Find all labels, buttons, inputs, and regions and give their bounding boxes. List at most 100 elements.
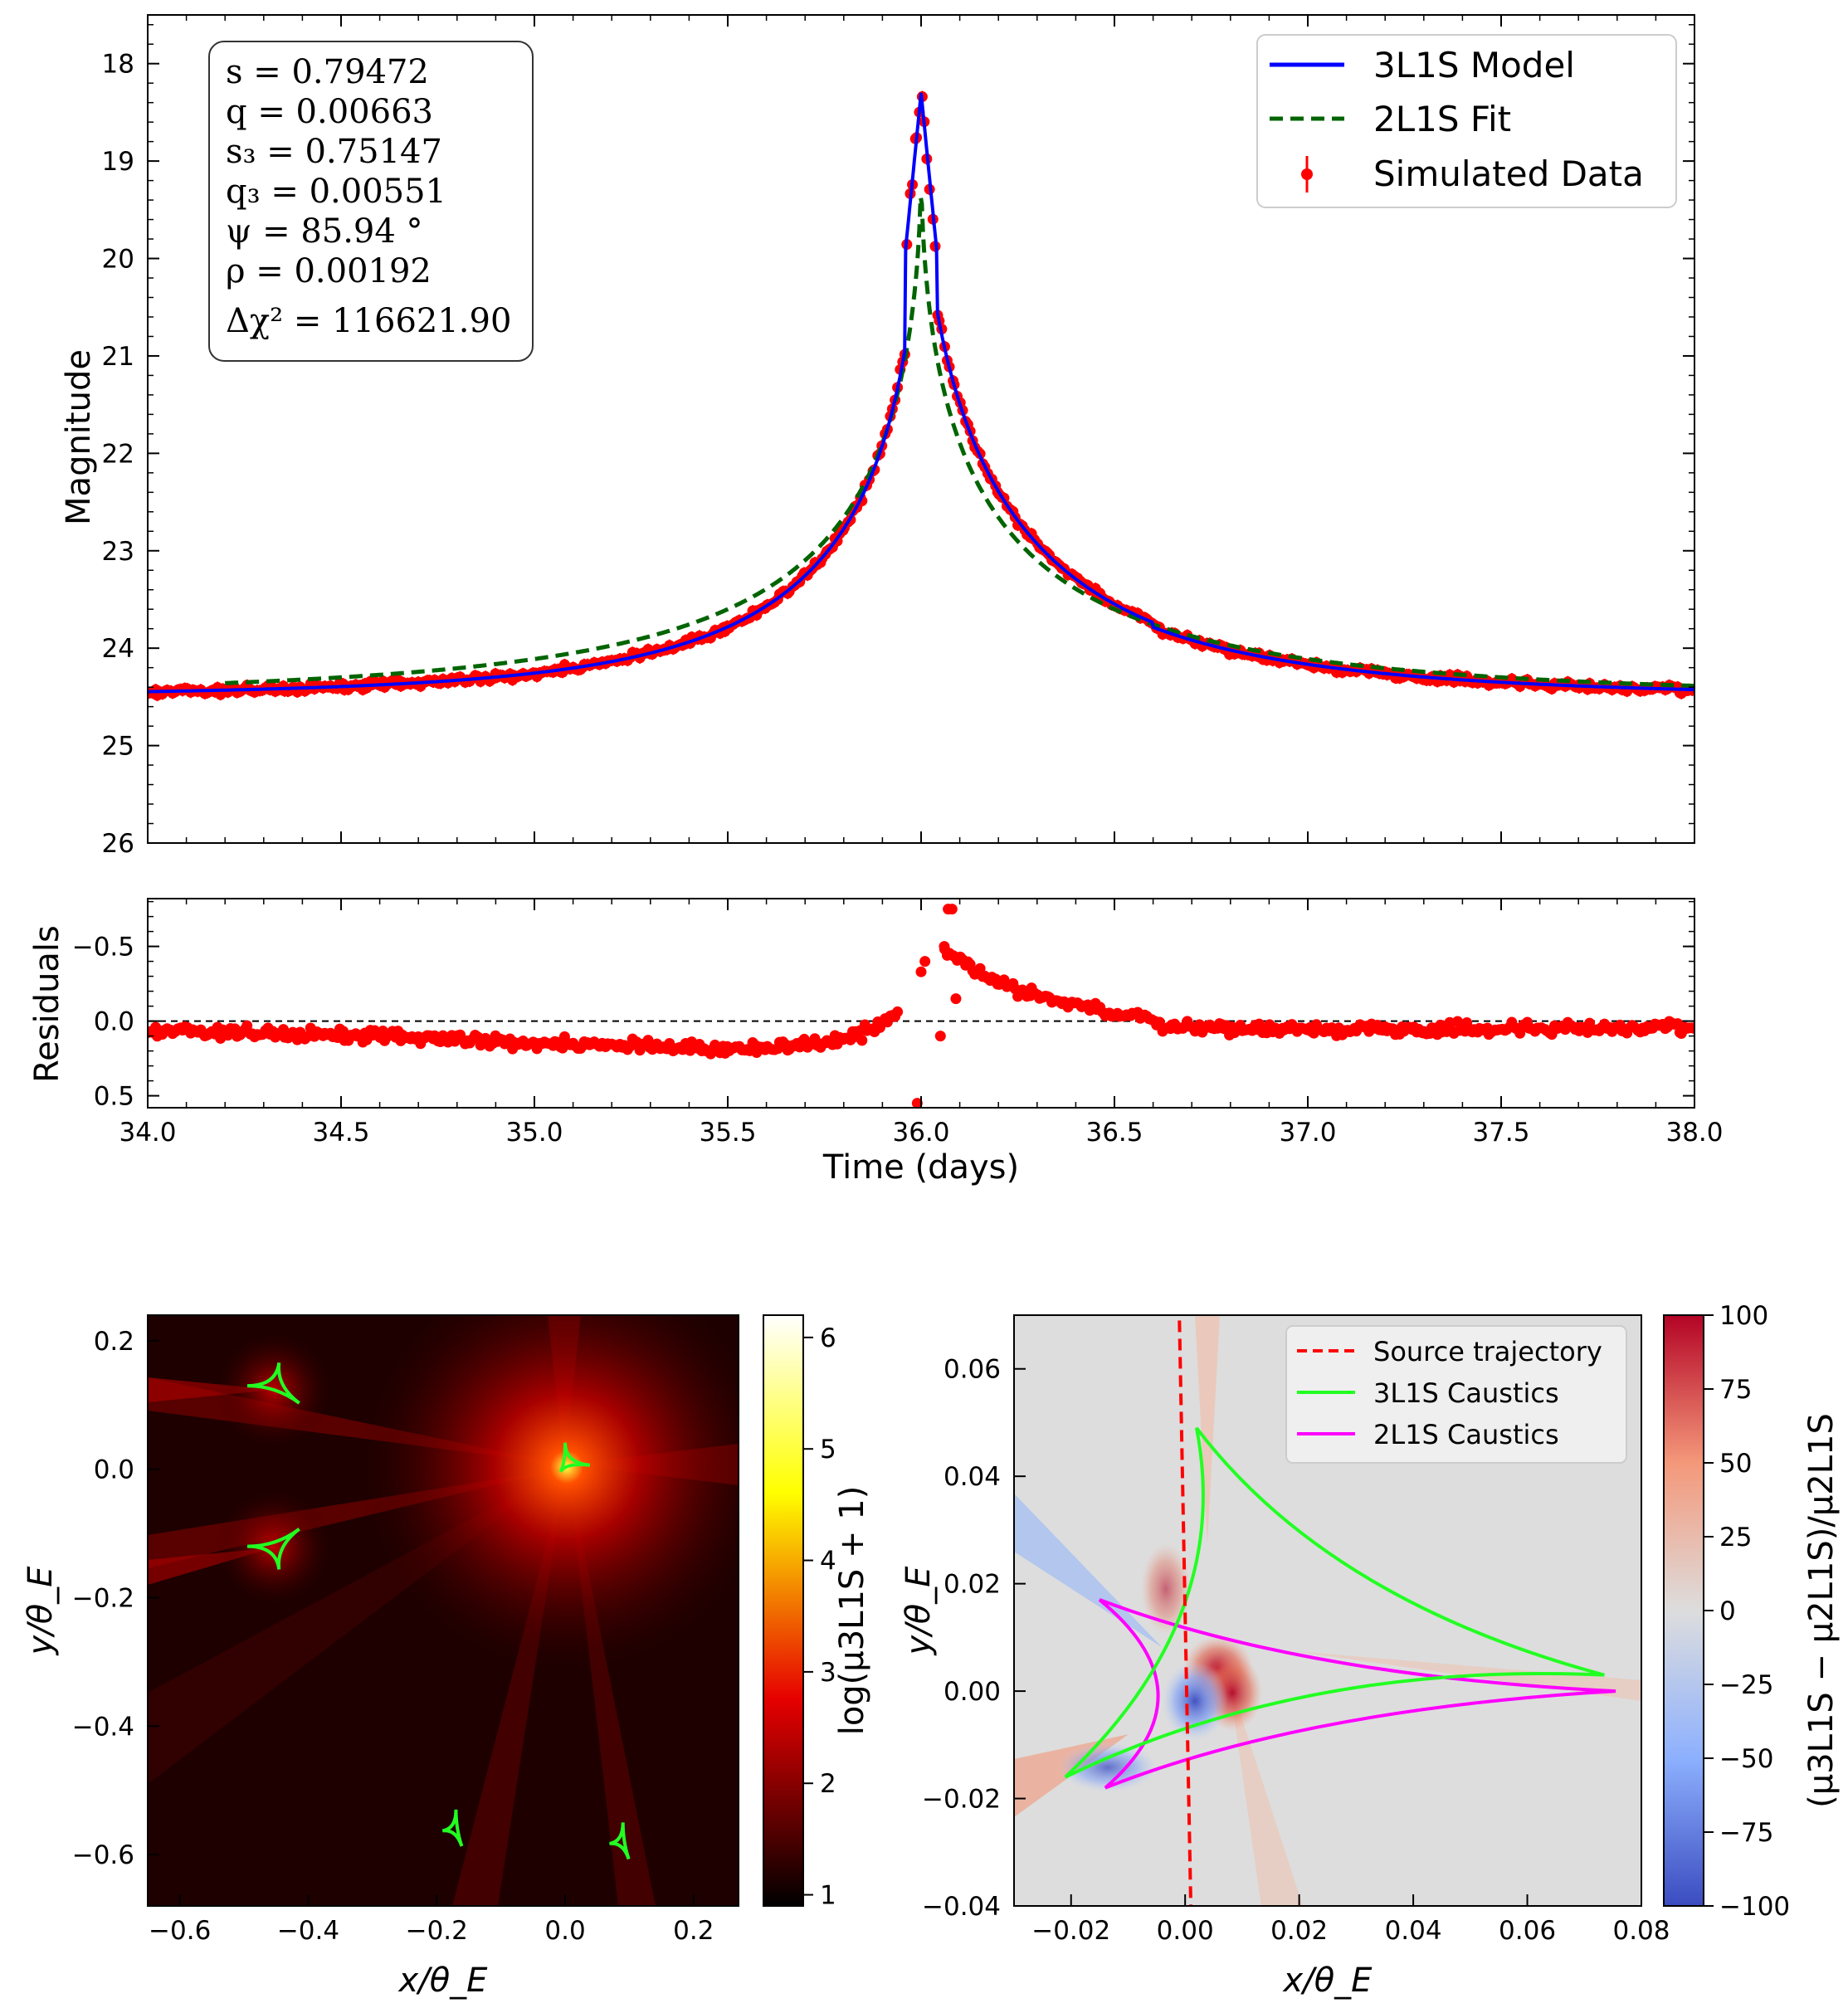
diff-colorbar-tick-label: −75 xyxy=(1719,1818,1773,1848)
map-ytick-label: −0.4 xyxy=(72,1712,134,1742)
param-s3: s₃ = 0.75147 xyxy=(226,133,442,171)
lightcurve-ytick-label: 23 xyxy=(102,537,134,567)
diff-legend-label-2l1s: 2L1S Caustics xyxy=(1373,1419,1559,1450)
map-caustics xyxy=(246,1362,631,1860)
residual-outlier xyxy=(946,904,958,915)
diff-ytick-label: 0.04 xyxy=(944,1462,1001,1492)
parameters-box-frame xyxy=(208,41,534,362)
difference-map-panel: −0.02 0.00 0.02 0.04 0.06 0.08 0.06 0.04 0.02 0.0… xyxy=(900,1301,1841,2000)
diff-ytick-label: −0.04 xyxy=(922,1892,1001,1922)
parameters-box: s = 0.79472 q = 0.00663 s₃ = 0.75147 q₃ … xyxy=(208,41,534,362)
residuals-plot-area xyxy=(148,904,1694,1108)
map-ytick-label: −0.2 xyxy=(72,1584,134,1614)
map-glow-caustic-b xyxy=(216,1489,332,1606)
map-streak-caustic-a xyxy=(148,1377,274,1402)
diff-legend-label-trajectory: Source trajectory xyxy=(1373,1336,1602,1367)
diff-ytick-label: 0.02 xyxy=(944,1570,1001,1600)
magnification-map-image xyxy=(148,1315,739,1906)
lightcurve-legend: 3L1S Model 2L1S Fit Simulated Data xyxy=(1256,34,1677,208)
map-colorbar-tick-label: 1 xyxy=(820,1881,836,1911)
residuals-xtick-label: 35.5 xyxy=(699,1118,756,1148)
residuals-ylabel: Residuals xyxy=(28,925,66,1083)
param-psi: ψ = 85.94 ° xyxy=(226,212,423,251)
residuals-xtick-label: 34.5 xyxy=(312,1118,369,1148)
lightcurve-ytick-label: 18 xyxy=(102,50,134,80)
lightcurve-legend-frame xyxy=(1256,34,1677,208)
residuals-ytick-label: −0.5 xyxy=(72,933,134,963)
map-xtick-label: 0.0 xyxy=(544,1916,585,1946)
lightcurve-plot-area xyxy=(148,90,1694,702)
map-xtick-label: −0.2 xyxy=(406,1916,468,1946)
diff-legend-label-3l1s: 3L1S Caustics xyxy=(1373,1377,1559,1409)
map-caustic-4 xyxy=(558,1442,591,1473)
map-colorbar-tick-label: 5 xyxy=(820,1435,836,1465)
residual-outlier xyxy=(911,1098,923,1108)
residuals-xlabel: Time (days) xyxy=(822,1148,1019,1187)
diff-ytick-label: 0.06 xyxy=(944,1355,1001,1385)
residual-point xyxy=(241,1020,253,1031)
residual-point xyxy=(856,1035,868,1046)
lightcurve-panel: 18 19 20 21 22 23 24 25 26 Magnitude s = 0.79472… xyxy=(60,14,1695,859)
map-caustic-2 xyxy=(441,1809,464,1847)
map-colorbar-ticks: 1 2 3 4 5 6 xyxy=(803,1323,836,1911)
diff-frame xyxy=(1013,1314,1642,1907)
map-xtick-label: −0.6 xyxy=(149,1916,211,1946)
param-q3: q₃ = 0.00551 xyxy=(226,173,446,211)
residuals-xtick-label: 35.0 xyxy=(505,1118,563,1148)
residual-point xyxy=(1689,1022,1694,1034)
residual-outlier xyxy=(915,966,927,977)
diff-colorbar-tick-label: −100 xyxy=(1719,1892,1790,1922)
diff-ytick-label: 0.00 xyxy=(944,1677,1001,1707)
param-s: s = 0.79472 xyxy=(226,53,429,91)
residuals-ytick-label: 0.0 xyxy=(94,1007,134,1037)
lightcurve-ytick-label: 25 xyxy=(102,732,134,762)
map-axes: −0.6 −0.4 −0.2 0.0 0.2 0.2 0.0 −0.2 −0.4 −0.6 xyxy=(72,1327,714,1946)
diff-caustic-3l1s xyxy=(1064,1426,1605,1779)
diff-caustic-2l1s xyxy=(1098,1598,1616,1790)
legend-label-simulated-data: Simulated Data xyxy=(1373,154,1644,194)
diff-axes: −0.02 0.00 0.02 0.04 0.06 0.08 0.06 0.04 0.02 0.0… xyxy=(922,1355,1670,1946)
diff-colorbar-tick-label: −25 xyxy=(1719,1670,1773,1700)
diff-colorbar-tick-label: −50 xyxy=(1719,1744,1773,1774)
lightcurve-ytick-label: 24 xyxy=(102,634,134,664)
lightcurve-ytick-label: 22 xyxy=(102,439,134,469)
lightcurve-ytick-label: 19 xyxy=(102,147,134,177)
lightcurve-ylabel: Magnitude xyxy=(60,349,98,525)
diff-ytick-label: −0.02 xyxy=(922,1785,1001,1815)
diff-colorbar xyxy=(1663,1314,1704,1907)
residuals-xtick-label: 37.5 xyxy=(1472,1118,1529,1148)
legend-label-3l1s-model: 3L1S Model xyxy=(1373,45,1575,85)
diff-red-streak-up xyxy=(1195,1315,1220,1543)
legend-swatch-data-point xyxy=(1301,168,1313,180)
map-xtick-label: −0.4 xyxy=(277,1916,339,1946)
diff-ylabel: y/θ_E xyxy=(900,1566,938,1656)
map-caustic-3 xyxy=(609,1822,631,1860)
diff-xtick-label: 0.06 xyxy=(1499,1916,1556,1946)
residual-point xyxy=(1444,1016,1455,1028)
residual-point xyxy=(277,1024,289,1036)
diff-xlabel: x/θ_E xyxy=(1282,1962,1373,2000)
lightcurve-ytick-label: 26 xyxy=(102,829,134,859)
diff-xtick-label: 0.00 xyxy=(1157,1916,1214,1946)
diff-xtick-label: 0.02 xyxy=(1270,1916,1328,1946)
map-ytick-label: 0.0 xyxy=(94,1455,134,1485)
diff-colorbar-tick-label: 0 xyxy=(1719,1596,1736,1626)
map-colorbar xyxy=(763,1314,804,1907)
diff-colorbar-tick-label: 25 xyxy=(1719,1523,1752,1552)
legend-label-2l1s-fit: 2L1S Fit xyxy=(1373,99,1511,139)
param-q: q = 0.00663 xyxy=(226,93,433,131)
diff-source-trajectory xyxy=(1178,1320,1193,1906)
diff-xtick-label: −0.02 xyxy=(1031,1916,1110,1946)
magnification-map-panel: −0.6 −0.4 −0.2 0.0 0.2 0.2 0.0 −0.2 −0.4 −0.6 x/θ… xyxy=(22,1314,871,2000)
map-caustic-1 xyxy=(246,1528,300,1570)
residuals-xtick-label: 38.0 xyxy=(1665,1118,1723,1148)
diff-legend: Source trajectory 3L1S Caustics 2L1S Cau… xyxy=(1285,1325,1627,1464)
residual-outlier xyxy=(950,993,962,1005)
residuals-axes: −0.5 0.0 0.5 34.0 34.5 35.0 35.5 36.0 36.5 37.0 37… xyxy=(72,899,1724,1148)
lightcurve-axes: 18 19 20 21 22 23 24 25 26 xyxy=(102,15,1695,859)
map-colorbar-tick-label: 4 xyxy=(820,1547,836,1577)
residual-outlier xyxy=(919,956,931,967)
map-ytick-label: −0.6 xyxy=(72,1840,134,1870)
residuals-xtick-label: 34.0 xyxy=(119,1118,176,1148)
